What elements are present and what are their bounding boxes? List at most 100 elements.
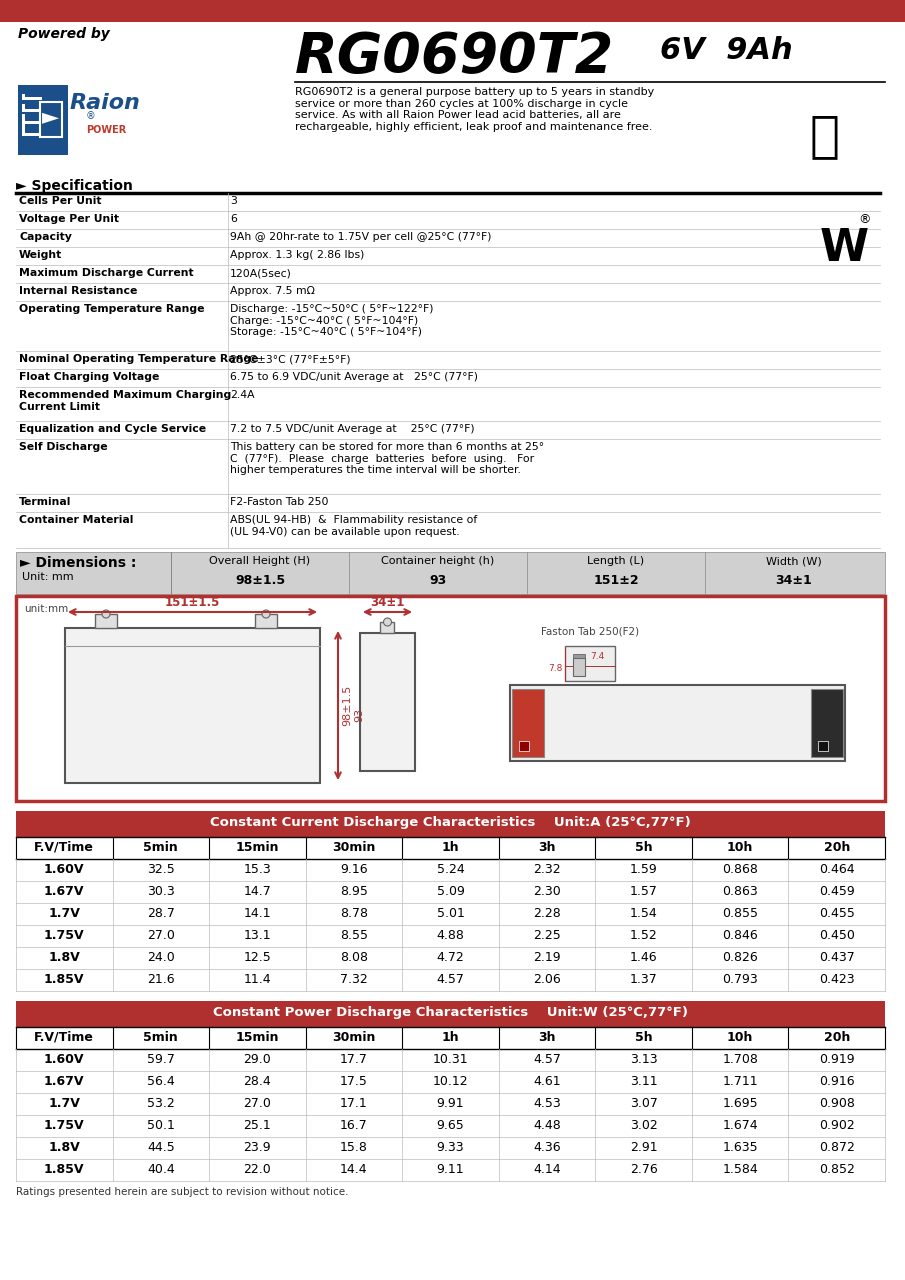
Text: Terminal: Terminal	[19, 497, 71, 507]
Text: 3: 3	[230, 196, 237, 206]
Text: 13.1: 13.1	[243, 929, 272, 942]
Bar	[22, 104, 25, 111]
Text: 2.30: 2.30	[533, 884, 561, 899]
Text: ®: ®	[858, 212, 871, 227]
Text: Maximum Discharge Current: Maximum Discharge Current	[19, 268, 194, 278]
Text: 1.67V: 1.67V	[44, 884, 84, 899]
Text: RG0690T2: RG0690T2	[295, 29, 614, 84]
Text: 4.61: 4.61	[533, 1075, 561, 1088]
Text: 20h: 20h	[824, 841, 850, 854]
Bar	[22, 122, 42, 124]
Text: 6V  9Ah: 6V 9Ah	[660, 36, 793, 65]
Text: This battery can be stored for more than 6 months at 25°
C  (77°F).  Please  cha: This battery can be stored for more than…	[230, 442, 544, 475]
Text: Unit: mm: Unit: mm	[22, 572, 73, 582]
Text: 3.13: 3.13	[630, 1053, 657, 1066]
Text: 2.06: 2.06	[533, 973, 561, 986]
Text: 16.7: 16.7	[340, 1119, 367, 1132]
Bar	[16, 301, 880, 351]
Text: Weight: Weight	[19, 250, 62, 260]
Text: Recommended Maximum Charging
Current Limit: Recommended Maximum Charging Current Lim…	[19, 390, 232, 412]
Text: 2.32: 2.32	[533, 863, 561, 876]
Text: 34±1: 34±1	[370, 596, 405, 609]
Text: 10h: 10h	[727, 1030, 753, 1044]
Circle shape	[262, 611, 270, 618]
Text: 56.4: 56.4	[147, 1075, 175, 1088]
Text: 0.450: 0.450	[819, 929, 854, 942]
Text: 27.0: 27.0	[243, 1097, 272, 1110]
Bar	[95, 614, 117, 628]
Text: 28.4: 28.4	[243, 1075, 272, 1088]
Text: 1h: 1h	[442, 1030, 460, 1044]
Text: 14.7: 14.7	[243, 884, 272, 899]
Text: 1.8V: 1.8V	[48, 1140, 81, 1155]
Text: 0.902: 0.902	[819, 1119, 854, 1132]
Text: 27.0: 27.0	[147, 929, 175, 942]
Text: 1.584: 1.584	[722, 1164, 758, 1176]
Text: 9.33: 9.33	[437, 1140, 464, 1155]
Bar	[16, 283, 880, 301]
Text: ►: ►	[42, 108, 59, 127]
Bar	[16, 1027, 885, 1050]
Text: 0.855: 0.855	[722, 908, 758, 920]
Text: 1.695: 1.695	[722, 1097, 758, 1110]
Text: 8.78: 8.78	[340, 908, 368, 920]
Text: 1.708: 1.708	[722, 1053, 758, 1066]
Text: 1.7V: 1.7V	[48, 1097, 81, 1110]
Text: 11.4: 11.4	[243, 973, 272, 986]
Text: 6: 6	[230, 214, 237, 224]
Text: Self Discharge: Self Discharge	[19, 442, 108, 452]
Text: 151±2: 151±2	[593, 573, 639, 588]
Text: 50.1: 50.1	[147, 1119, 175, 1132]
Bar	[16, 193, 880, 211]
Text: 1.8V: 1.8V	[48, 951, 81, 964]
Bar	[16, 211, 880, 229]
Text: 1.75V: 1.75V	[44, 1119, 84, 1132]
Text: 0.464: 0.464	[819, 863, 854, 876]
Text: 25.1: 25.1	[243, 1119, 272, 1132]
Bar	[22, 93, 25, 100]
Bar	[510, 685, 845, 762]
Text: 8.95: 8.95	[340, 884, 367, 899]
Circle shape	[384, 618, 392, 626]
Text: 2.19: 2.19	[533, 951, 561, 964]
Bar	[16, 351, 880, 369]
Text: 1.85V: 1.85V	[44, 973, 84, 986]
Bar	[22, 109, 42, 111]
Text: 30min: 30min	[332, 841, 376, 854]
Text: 15min: 15min	[235, 1030, 279, 1044]
Bar	[565, 646, 615, 681]
Text: 2.76: 2.76	[630, 1164, 658, 1176]
Text: 15.8: 15.8	[340, 1140, 367, 1155]
Circle shape	[522, 717, 534, 730]
Text: 14.1: 14.1	[243, 908, 272, 920]
Text: 7.2 to 7.5 VDC/unit Average at    25°C (77°F): 7.2 to 7.5 VDC/unit Average at 25°C (77°…	[230, 424, 474, 434]
Text: 1.59: 1.59	[630, 863, 658, 876]
Text: F2-Faston Tab 250: F2-Faston Tab 250	[230, 497, 329, 507]
Text: 17.7: 17.7	[340, 1053, 367, 1066]
Text: 98±1.5: 98±1.5	[342, 685, 352, 726]
Text: Constant Current Discharge Characteristics    Unit:A (25°C,77°F): Constant Current Discharge Characteristi…	[210, 817, 691, 829]
Text: 0.872: 0.872	[819, 1140, 854, 1155]
Text: 5h: 5h	[634, 1030, 653, 1044]
Text: 1.54: 1.54	[630, 908, 658, 920]
Text: 1.60V: 1.60V	[44, 1053, 84, 1066]
Text: Container Material: Container Material	[19, 515, 133, 525]
Text: 4.57: 4.57	[533, 1053, 561, 1066]
Text: 1.46: 1.46	[630, 951, 657, 964]
Text: 5.01: 5.01	[436, 908, 464, 920]
Text: 0.846: 0.846	[722, 929, 758, 942]
Bar	[16, 247, 880, 265]
Text: Approx. 7.5 mΩ: Approx. 7.5 mΩ	[230, 285, 315, 296]
Text: 10h: 10h	[727, 841, 753, 854]
Text: 40.4: 40.4	[147, 1164, 175, 1176]
Text: Length (L): Length (L)	[587, 556, 644, 566]
Text: 44.5: 44.5	[147, 1140, 175, 1155]
Text: 4.14: 4.14	[533, 1164, 561, 1176]
Text: 0.793: 0.793	[722, 973, 758, 986]
Text: 4.57: 4.57	[436, 973, 464, 986]
Text: 14.4: 14.4	[340, 1164, 367, 1176]
Text: 1h: 1h	[442, 841, 460, 854]
Circle shape	[515, 710, 541, 736]
Text: 0.459: 0.459	[819, 884, 854, 899]
Text: 28.7: 28.7	[147, 908, 175, 920]
